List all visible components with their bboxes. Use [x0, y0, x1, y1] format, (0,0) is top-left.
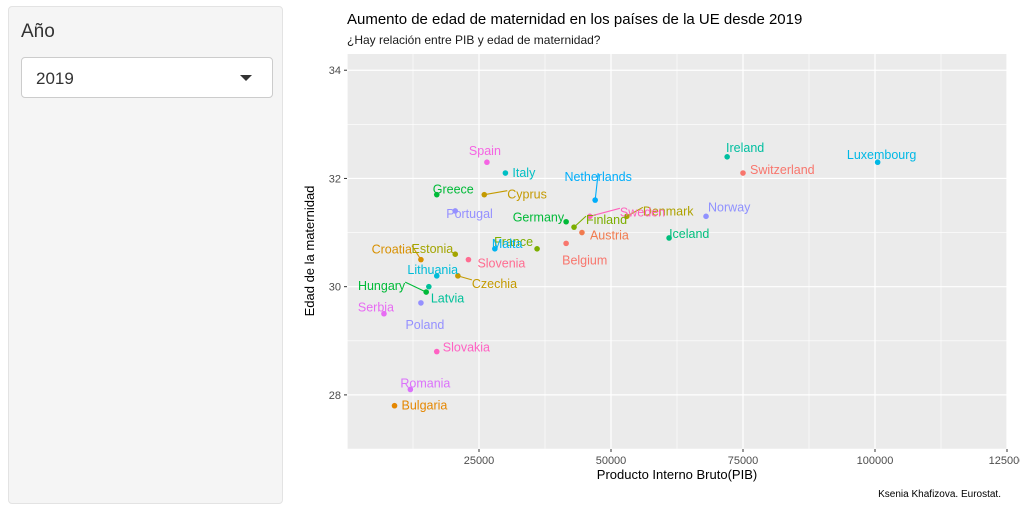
y-tick-label: 32: [329, 173, 341, 185]
x-tick-label: 75000: [728, 455, 759, 467]
point-label-sweden: Sweden: [620, 205, 665, 219]
y-axis: 28 30 32 34: [329, 65, 347, 402]
data-point-czechia: [455, 273, 461, 279]
data-point-norway: [703, 213, 709, 220]
point-label-norway: Norway: [708, 200, 751, 214]
scatter-chart: Aumento de edad de maternidad en los paí…: [302, 11, 1020, 500]
data-point-finland: [571, 224, 577, 230]
point-label-switzerland: Switzerland: [750, 163, 815, 177]
point-label-croatia: Croatia: [372, 243, 412, 257]
point-label-denmark: Denmark: [643, 204, 694, 218]
point-label-serbia: Serbia: [358, 301, 394, 315]
data-point-malta: [492, 245, 498, 252]
data-point-denmark: [624, 213, 630, 220]
point-label-czechia: Czechia: [472, 277, 517, 291]
data-point-hungary: [423, 289, 429, 295]
grid-minor: [347, 54, 1007, 450]
point-label-estonia: Estonia: [412, 242, 454, 256]
chart-subtitle: ¿Hay relación entre PIB y edad de matern…: [347, 33, 601, 47]
label-leader-line: [404, 281, 427, 293]
point-label-slovakia: Slovakia: [443, 341, 490, 355]
data-point-switzerland: [740, 170, 746, 176]
label-leader-line: [589, 207, 621, 217]
point-label-iceland: Iceland: [669, 227, 709, 241]
data-point-austria: [579, 229, 585, 236]
year-select-value: 2019: [36, 69, 74, 88]
point-label-italy: Italy: [512, 166, 536, 180]
y-tick-label: 28: [329, 390, 341, 402]
grid-major: [346, 54, 1008, 449]
data-point-netherlands: [592, 197, 598, 203]
point-label-germany: Germany: [513, 211, 565, 225]
data-point-germany: [563, 218, 569, 225]
point-label-bulgaria: Bulgaria: [402, 399, 448, 413]
point-label-portugal: Portugal: [446, 207, 493, 221]
data-point-poland: [418, 300, 424, 306]
chart-title: Aumento de edad de maternidad en los paí…: [347, 11, 802, 28]
data-point-greece: [433, 191, 440, 198]
point-label-slovenia: Slovenia: [477, 257, 525, 271]
x-axis: 25000 50000 75000 100000 125000: [464, 449, 1020, 467]
data-point-france: [534, 245, 540, 252]
point-label-latvia: Latvia: [431, 292, 464, 306]
data-point-portugal: [452, 208, 459, 214]
data-point-italy: [502, 170, 509, 176]
data-point-spain: [484, 159, 490, 166]
year-select[interactable]: 2019: [21, 57, 273, 98]
data-point-slovakia: [433, 348, 440, 355]
data-point-lithuania: [433, 273, 440, 279]
point-label-lithuania: Lithuania: [407, 263, 458, 277]
y-tick-label: 34: [329, 65, 341, 77]
point-label-luxembourg: Luxembourg: [847, 148, 917, 162]
data-point-belgium: [563, 240, 569, 247]
point-label-spain: Spain: [469, 144, 501, 158]
sidebar-panel: Año 2019: [8, 6, 283, 504]
data-point-latvia: [426, 283, 432, 290]
chevron-down-icon[interactable]: [240, 75, 252, 81]
label-leader-line: [626, 206, 644, 217]
data-point-luxembourg: [874, 159, 881, 166]
point-label-hungary: Hungary: [358, 279, 406, 293]
point-label-cyprus: Cyprus: [507, 188, 547, 202]
data-point-estonia: [452, 251, 459, 258]
point-label-france: France: [494, 235, 533, 249]
point-label-austria: Austria: [590, 229, 629, 243]
label-leader-line: [484, 190, 508, 196]
x-tick-label: 125000: [989, 455, 1020, 467]
y-axis-title: Edad de la maternidad: [302, 186, 317, 317]
data-point-iceland: [666, 235, 672, 241]
point-label-belgium: Belgium: [562, 253, 607, 267]
x-axis-title: Producto Interno Bruto(PIB): [597, 467, 757, 482]
x-tick-label: 50000: [596, 455, 627, 467]
point-labels: Luxembourg Ireland Switzerland Norway Denmar…: [358, 141, 917, 413]
data-point-romania: [407, 386, 414, 393]
point-label-finland: Finland: [586, 213, 627, 227]
point-label-greece: Greece: [433, 183, 474, 197]
x-tick-label: 100000: [857, 455, 894, 467]
data-point-serbia: [381, 310, 387, 317]
y-tick-label: 30: [329, 282, 341, 294]
point-label-netherlands: Netherlands: [564, 170, 631, 184]
point-label-romania: Romania: [400, 376, 450, 390]
point-label-malta: Malta: [492, 237, 523, 251]
data-points: [381, 154, 881, 409]
data-point-slovenia: [465, 256, 472, 263]
data-point-cyprus: [481, 191, 488, 198]
label-leader-line: [594, 173, 599, 201]
point-label-poland: Poland: [405, 318, 444, 332]
x-tick-label: 25000: [464, 455, 495, 467]
data-point-croatia: [418, 256, 424, 263]
chart-caption: Ksenia Khafizova. Eurostat.: [878, 489, 1001, 500]
data-point-bulgaria: [391, 402, 398, 409]
point-label-ireland: Ireland: [726, 141, 764, 155]
data-point-ireland: [724, 154, 730, 160]
data-point-sweden: [587, 213, 593, 220]
year-filter-label: Año: [21, 21, 55, 42]
